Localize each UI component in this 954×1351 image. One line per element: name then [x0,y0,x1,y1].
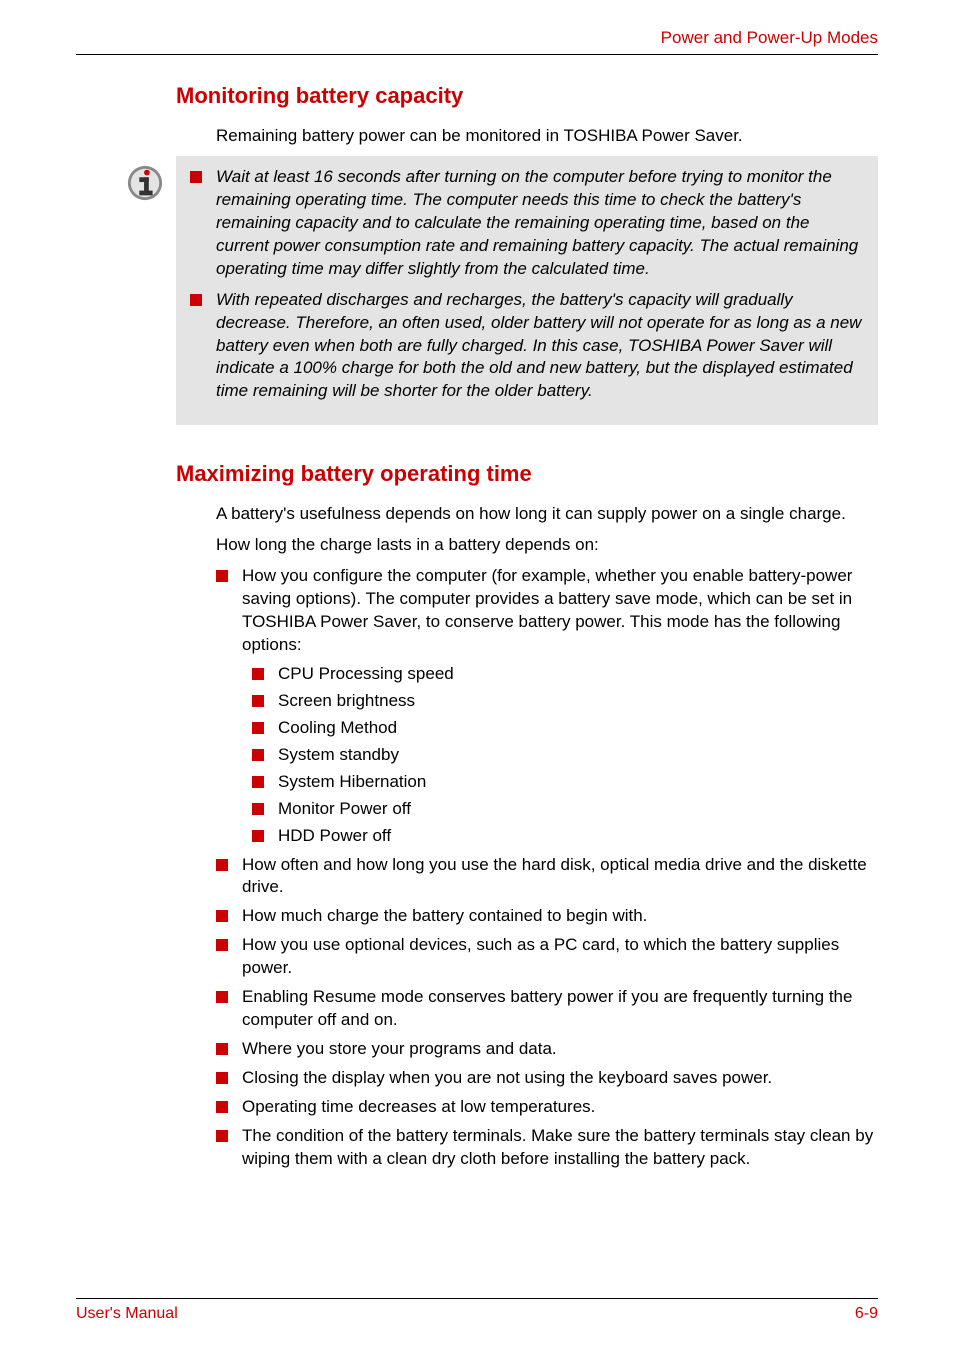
section-heading-maximizing: Maximizing battery operating time [176,461,878,487]
list-item-text: How you use optional devices, such as a … [242,934,878,980]
header-divider [76,54,878,55]
list-item: How often and how long you use the hard … [216,854,878,900]
list-item: Monitor Power off [252,798,878,821]
bullet-icon [190,294,202,306]
bullet-icon [252,749,264,761]
chapter-header: Power and Power-Up Modes [76,28,878,54]
bullet-icon [216,1101,228,1113]
footer-divider [76,1298,878,1299]
list-item-text: Monitor Power off [278,798,411,821]
footer-left: User's Manual [76,1305,178,1323]
list-item: Enabling Resume mode conserves battery p… [216,986,878,1032]
list-item: Operating time decreases at low temperat… [216,1096,878,1119]
bullet-icon [216,910,228,922]
list-item-text: Enabling Resume mode conserves battery p… [242,986,878,1032]
bullet-icon [216,1072,228,1084]
bullet-list: How often and how long you use the hard … [216,854,878,1171]
bullet-icon [216,939,228,951]
list-item: The condition of the battery terminals. … [216,1125,878,1171]
bullet-icon [252,830,264,842]
note-text: With repeated discharges and recharges, … [216,289,864,404]
list-item: How you use optional devices, such as a … [216,934,878,980]
list-item-text: System Hibernation [278,771,426,794]
footer-right: 6-9 [855,1305,878,1323]
section-heading-monitoring: Monitoring battery capacity [176,83,878,109]
list-item-text: System standby [278,744,399,767]
list-item: Closing the display when you are not usi… [216,1067,878,1090]
list-item: Where you store your programs and data. [216,1038,878,1061]
list-item: HDD Power off [252,825,878,848]
bullet-icon [252,695,264,707]
section2-para1: A battery's usefulness depends on how lo… [216,503,878,526]
bullet-icon [252,803,264,815]
list-item-text: Cooling Method [278,717,397,740]
note-text: Wait at least 16 seconds after turning o… [216,166,864,281]
list-item: Screen brightness [252,690,878,713]
note-item: With repeated discharges and recharges, … [190,289,864,404]
page-footer: User's Manual 6-9 [76,1298,878,1323]
list-item-text: The condition of the battery terminals. … [242,1125,878,1171]
list-item-text: How often and how long you use the hard … [242,854,878,900]
list-item: How much charge the battery contained to… [216,905,878,928]
list-item-text: Operating time decreases at low temperat… [242,1096,595,1119]
list-item-text: How you configure the computer (for exam… [242,565,878,657]
list-item-text: How much charge the battery contained to… [242,905,647,928]
list-item: CPU Processing speed [252,663,878,686]
list-item-text: Where you store your programs and data. [242,1038,557,1061]
note-item: Wait at least 16 seconds after turning o… [190,166,864,281]
list-item: Cooling Method [252,717,878,740]
bullet-icon [252,722,264,734]
list-item-text: HDD Power off [278,825,391,848]
bullet-list: How you configure the computer (for exam… [216,565,878,657]
sub-bullet-list: CPU Processing speed Screen brightness C… [252,663,878,848]
bullet-icon [216,859,228,871]
bullet-icon [252,668,264,680]
info-note-box: Wait at least 16 seconds after turning o… [176,156,878,425]
section2-para2: How long the charge lasts in a battery d… [216,534,878,557]
bullet-icon [190,171,202,183]
list-item: How you configure the computer (for exam… [216,565,878,657]
list-item: System standby [252,744,878,767]
bullet-icon [216,1130,228,1142]
section1-intro: Remaining battery power can be monitored… [216,125,878,148]
bullet-icon [252,776,264,788]
bullet-icon [216,570,228,582]
info-icon [126,164,164,202]
list-item-text: CPU Processing speed [278,663,454,686]
list-item-text: Closing the display when you are not usi… [242,1067,772,1090]
bullet-icon [216,1043,228,1055]
bullet-icon [216,991,228,1003]
list-item: System Hibernation [252,771,878,794]
list-item-text: Screen brightness [278,690,415,713]
